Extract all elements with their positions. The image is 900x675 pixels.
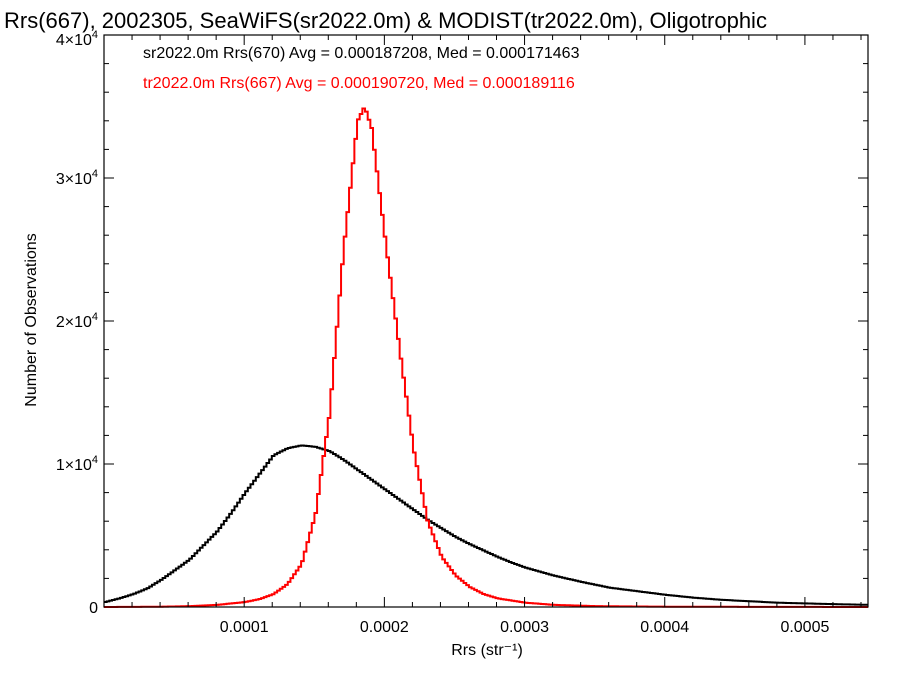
x-axis-label: Rrs (str⁻¹) bbox=[451, 642, 523, 659]
annotation-layer: sr2022.0m Rrs(670) Avg = 0.000187208, Me… bbox=[143, 45, 580, 92]
x-tick-label: 0.0001 bbox=[220, 619, 269, 636]
y-axis-label: Number of Observations bbox=[23, 233, 40, 406]
x-tick-label: 0.0003 bbox=[500, 619, 549, 636]
series-line-0 bbox=[104, 444, 868, 606]
y-tick-label: 3×104 bbox=[56, 168, 98, 188]
x-tick-label: 0.0004 bbox=[640, 619, 689, 636]
stats-annotation: sr2022.0m Rrs(670) Avg = 0.000187208, Me… bbox=[143, 45, 580, 62]
stats-annotation: tr2022.0m Rrs(667) Avg = 0.000190720, Me… bbox=[143, 75, 575, 92]
chart-title: Rrs(667), 2002305, SeaWiFS(sr2022.0m) & … bbox=[4, 8, 767, 33]
y-tick-label: 4×104 bbox=[56, 29, 98, 49]
x-tick-label: 0.0002 bbox=[360, 619, 409, 636]
y-tick-label: 1×104 bbox=[56, 454, 98, 474]
y-tick-label: 2×104 bbox=[56, 311, 98, 331]
x-tick-label: 0.0005 bbox=[780, 619, 829, 636]
y-tick-label: 0 bbox=[89, 600, 98, 617]
axis-layer: 0.0001 0.0002 0.0003 0.0004 0.0005 0 1×104 2×10… bbox=[56, 29, 868, 636]
